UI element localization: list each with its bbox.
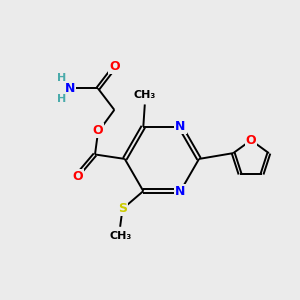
Text: N: N	[175, 184, 186, 198]
Text: N: N	[64, 82, 75, 95]
Text: H: H	[57, 94, 66, 104]
Text: O: O	[246, 134, 256, 147]
Text: CH₃: CH₃	[109, 231, 131, 241]
Text: N: N	[175, 120, 186, 133]
Text: O: O	[109, 60, 120, 73]
Text: H: H	[57, 73, 66, 83]
Text: CH₃: CH₃	[134, 90, 156, 100]
Text: O: O	[73, 170, 83, 183]
Text: S: S	[118, 202, 127, 215]
Text: O: O	[93, 124, 103, 137]
